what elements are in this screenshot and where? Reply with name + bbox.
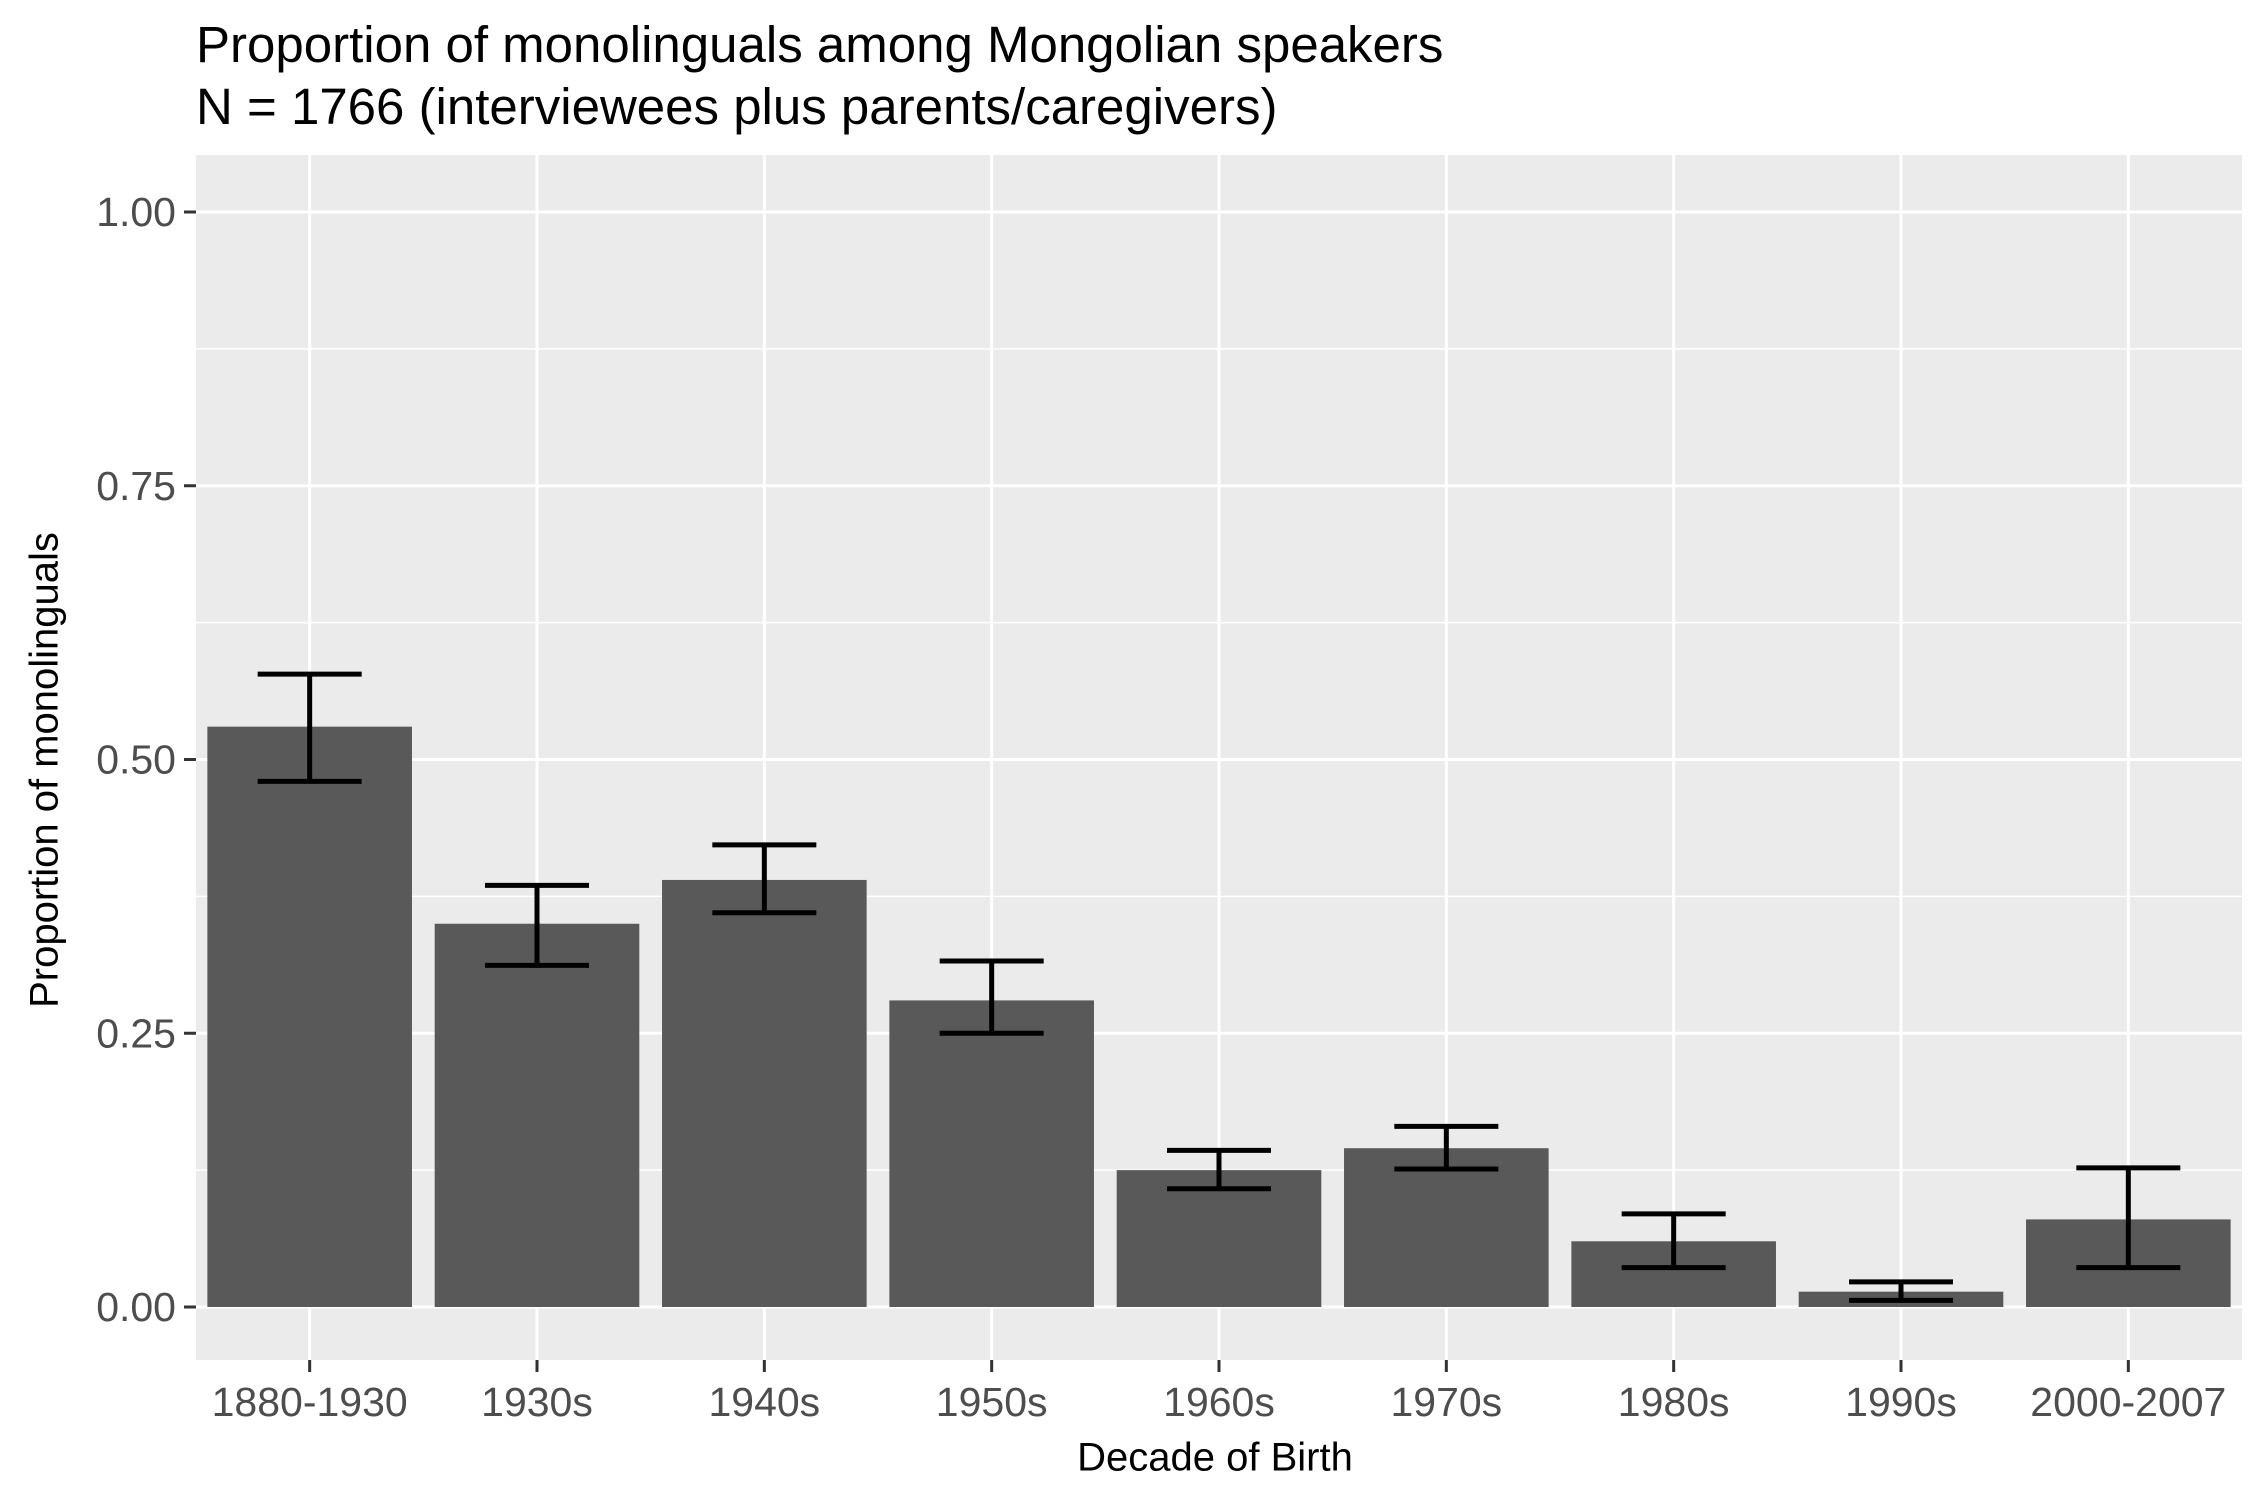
- x-tick-label: 1950s: [936, 1379, 1048, 1425]
- x-tick-label: 1970s: [1390, 1379, 1502, 1425]
- x-tick-label: 1960s: [1163, 1379, 1275, 1425]
- y-tick-label: 1.00: [96, 189, 176, 235]
- x-axis-title: Decade of Birth: [1077, 1435, 1353, 1480]
- error-bar-1930s: [485, 882, 589, 968]
- bar-1960s: [1116, 1170, 1322, 1307]
- x-tick-label: 1980s: [1618, 1379, 1730, 1425]
- x-tick-label: 2000-2007: [2030, 1379, 2226, 1425]
- y-tick-label: 0.50: [96, 737, 176, 783]
- bar-1930s: [434, 923, 640, 1307]
- bar-1970s: [1344, 1148, 1549, 1307]
- bar-1880-1930: [207, 726, 412, 1307]
- chart-title: Proportion of monolinguals among Mongoli…: [196, 16, 1444, 73]
- x-tick-label: 1880-1930: [212, 1379, 408, 1425]
- y-tick-label: 0.75: [96, 463, 176, 509]
- error-bar-1880-1930: [257, 671, 362, 784]
- bar-1940s: [662, 879, 867, 1307]
- x-tick-label: 1930s: [481, 1379, 593, 1425]
- chart-subtitle: N = 1766 (interviewees plus parents/care…: [196, 78, 1278, 135]
- error-bar-2000-2007: [2076, 1165, 2181, 1271]
- y-tick-label: 0.00: [96, 1284, 176, 1330]
- error-bar-1970s: [1394, 1123, 1499, 1172]
- error-bar-1950s: [939, 958, 1044, 1036]
- x-tick-label: 1990s: [1845, 1379, 1957, 1425]
- bar-1950s: [889, 1000, 1094, 1307]
- error-bar-1990s: [1849, 1279, 1953, 1303]
- y-tick-label: 0.25: [96, 1010, 176, 1056]
- error-bar-1980s: [1621, 1211, 1726, 1271]
- error-bar-1960s: [1167, 1147, 1271, 1192]
- x-tick-label: 1940s: [708, 1379, 820, 1425]
- error-bar-1940s: [712, 842, 817, 916]
